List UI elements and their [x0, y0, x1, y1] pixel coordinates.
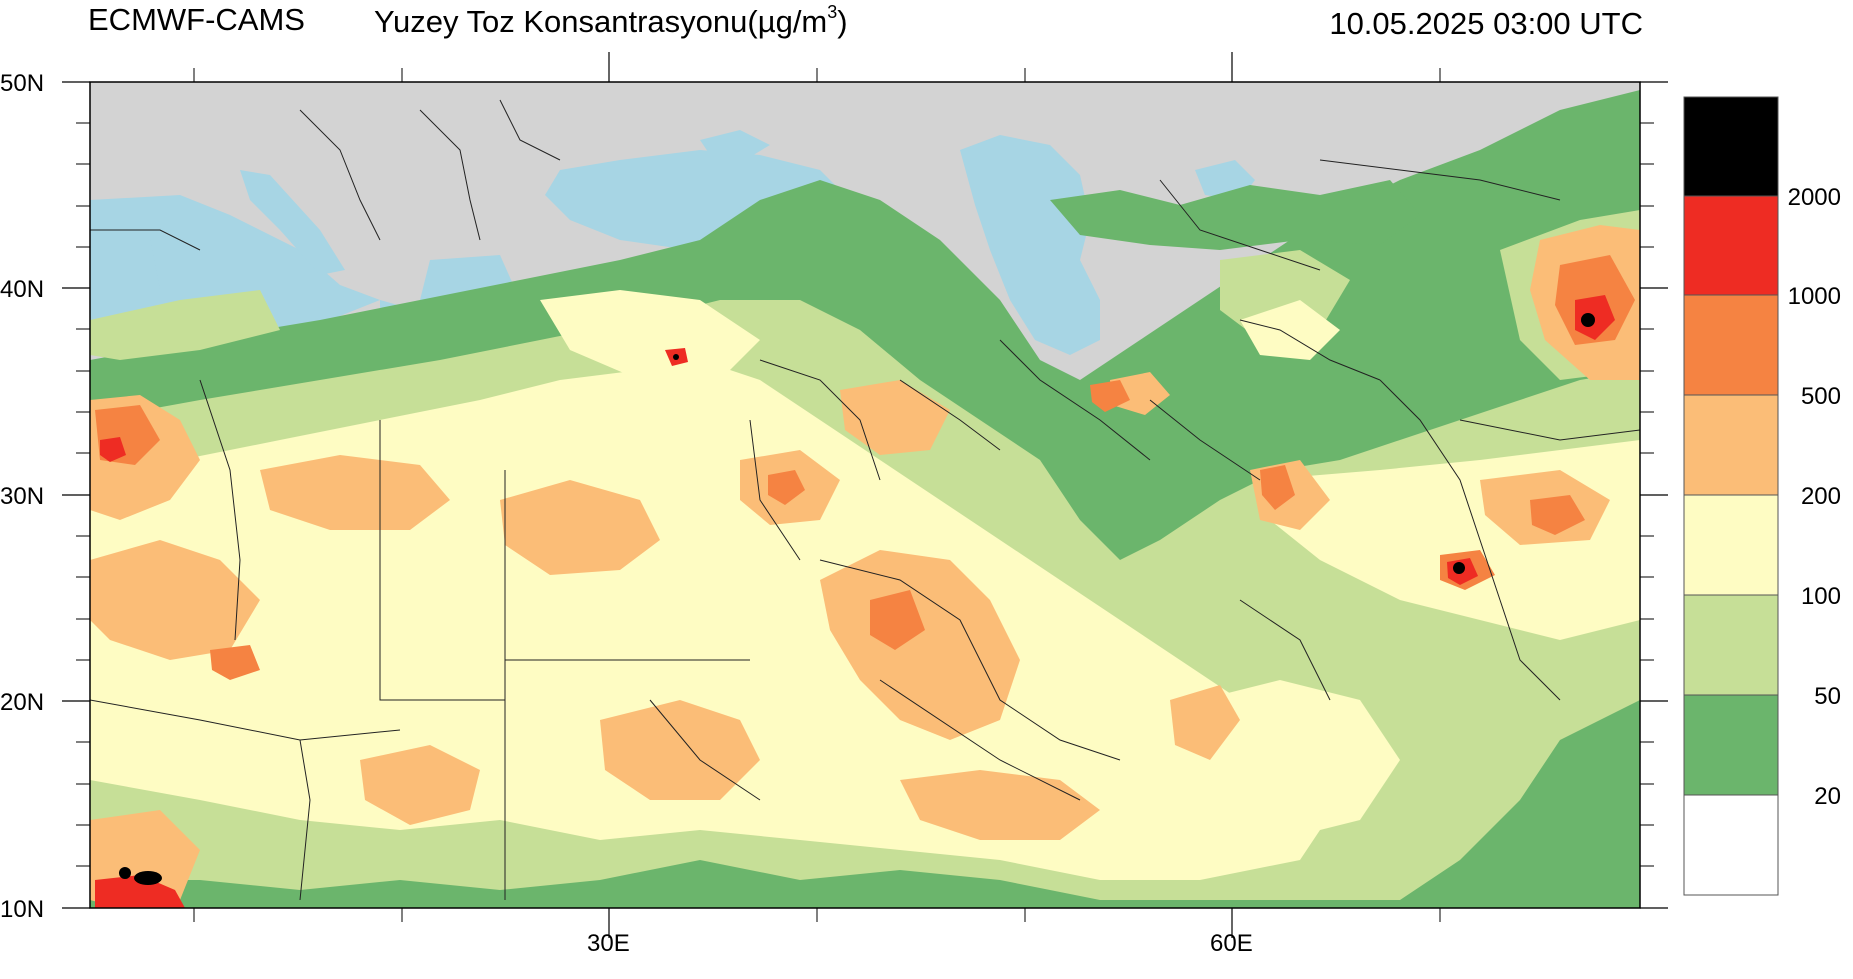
colorbar-box-2000 — [1683, 96, 1779, 197]
azov-sea-water — [700, 130, 770, 160]
model-source-label: ECMWF-CAMS — [88, 2, 305, 37]
colorbar-label-50: 50 — [1814, 683, 1841, 710]
lon-minor-ticks — [193, 68, 1441, 922]
lat-minor-ticks — [76, 122, 1654, 867]
colorbar-box-below-20 — [1683, 794, 1779, 896]
map-title-text: Yuzey Toz Konsantrasyonu(µg/m — [374, 4, 828, 39]
colorbar-label-500: 500 — [1800, 383, 1841, 410]
map-title-superscript: 3 — [827, 2, 838, 22]
lat-ticks — [62, 81, 1668, 909]
lon-ticks — [608, 52, 1233, 938]
colorbar-label-1000: 1000 — [1787, 283, 1841, 310]
tyrrhenian-sea-water — [150, 220, 260, 300]
caspian-sea-water — [960, 135, 1100, 355]
lat-label-50n: 50N — [0, 70, 45, 97]
map-title: Yuzey Toz Konsantrasyonu(µg/m3) — [374, 2, 848, 40]
colorbar-label-100: 100 — [1800, 583, 1841, 610]
lon-label-30e: 30E — [587, 930, 630, 957]
colorbar-label-200: 200 — [1800, 483, 1841, 510]
map-field — [90, 82, 1640, 908]
colorbar — [1683, 96, 1779, 896]
colorbar-box-50 — [1683, 594, 1779, 696]
dust-band-1000 — [95, 295, 1615, 908]
colorbar-label-2000: 2000 — [1787, 184, 1841, 211]
map-title-close: ) — [837, 4, 848, 39]
lat-label-30n: 30N — [0, 483, 45, 510]
valid-datetime: 10.05.2025 03:00 UTC — [1329, 6, 1643, 41]
colorbar-box-20 — [1683, 694, 1779, 796]
colorbar-box-200 — [1683, 394, 1779, 496]
lat-label-40n: 40N — [0, 276, 45, 303]
country-borders — [90, 99, 1640, 901]
lat-label-10n: 10N — [0, 896, 45, 923]
colorbar-label-20: 20 — [1814, 783, 1841, 810]
colorbar-box-1000 — [1683, 195, 1779, 296]
colorbar-box-500 — [1683, 294, 1779, 396]
adriatic-sea-water — [240, 170, 345, 275]
colorbar-box-100 — [1683, 494, 1779, 596]
dust-band-2000 — [119, 313, 1595, 885]
lon-label-60e: 60E — [1210, 930, 1253, 957]
lat-label-20n: 20N — [0, 689, 45, 716]
